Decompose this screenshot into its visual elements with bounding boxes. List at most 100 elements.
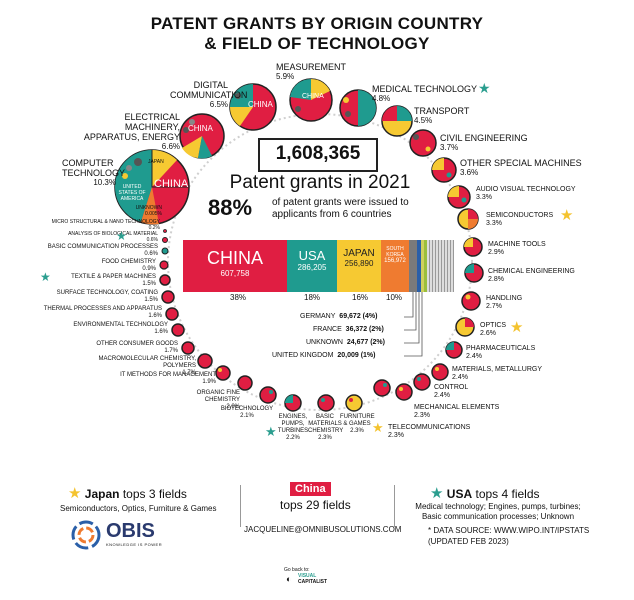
china-pct: 38%: [230, 293, 247, 302]
computer-technology-bubble: [114, 149, 190, 225]
usa-pct: 18%: [304, 293, 321, 302]
mechanical-elements-bubble: [395, 383, 413, 401]
machine-tools-bubble: [463, 237, 483, 257]
korea-pct: 10%: [386, 293, 403, 302]
biotechnology-bubble: [259, 386, 277, 404]
field-basiccomm: BASIC COMMUNICATION PROCESSES 0.6%: [47, 244, 158, 257]
total-grants: 1,608,365: [258, 138, 378, 172]
field-surface: SURFACE TECHNOLOGY, COATING 1.5%: [56, 290, 158, 303]
pharmaceuticals-bubble: [445, 341, 463, 359]
consumer-goods-bubble: [181, 341, 195, 355]
subtitle: Patent grants in 2021: [229, 172, 411, 193]
japan-top-star-icon: ★: [560, 207, 574, 224]
it-methods-bubble: [215, 365, 231, 381]
visual-capitalist-link[interactable]: VISUAL CAPITALIST: [298, 573, 328, 585]
basic-comm-bubble: [161, 247, 169, 255]
field-food: FOOD CHEMISTRY 0.9%: [101, 259, 156, 272]
stat-text: of patent grants were issued to applican…: [272, 197, 409, 220]
digital-china-label: CHINA: [248, 100, 273, 109]
audio-visual-bubble: [447, 185, 471, 209]
usa-top-star-icon: ★: [265, 424, 277, 439]
usa-detail: Medical technology; Engines, pumps, turb…: [415, 502, 581, 521]
field-organic: ORGANIC FINE CHEMISTRY 2.0%: [196, 390, 240, 410]
field-machine: MACHINE TOOLS 2.9%: [488, 241, 546, 256]
other-france: FRANCE 36,372 (2%): [313, 326, 384, 333]
micro-bubble: [163, 229, 167, 233]
field-basicmat: BASIC MATERIALS CHEMISTRY 2.3%: [308, 414, 344, 441]
bar-segment-unknown: [421, 240, 424, 292]
digital-communication-bubble: [229, 83, 277, 131]
bar-segment-china: CHINA 607,758: [183, 240, 287, 292]
field-transport: TRANSPORT 4.5%: [414, 106, 470, 125]
japan-summary: ★ Japan tops 3 fields: [68, 485, 187, 502]
brand-name: OBIS: [106, 520, 155, 542]
field-control: CONTROL 2.4%: [434, 384, 469, 399]
field-analysis: ANALYSIS OF BIOLOGICAL MATERIAL 0.6%: [68, 231, 158, 243]
organic-bubble: [237, 375, 253, 391]
basic-materials-bubble: [317, 394, 335, 412]
semiconductors-bubble: [457, 208, 479, 230]
field-optics: OPTICS 2.6%: [480, 322, 507, 337]
divider: [240, 485, 241, 527]
japan-top-star-icon: ★: [372, 420, 384, 435]
field-pharma: PHARMACEUTICALS 2.4%: [466, 345, 536, 360]
special-machines-bubble: [431, 157, 457, 183]
contact-email[interactable]: JACQUELINE@OMNIBUSOLUTIONS.COM: [244, 525, 402, 534]
field-consumer: OTHER CONSUMER GOODS 1.7%: [96, 341, 178, 354]
field-engines: ENGINES, PUMPS, TURBINES 2.2%: [277, 414, 309, 441]
field-semi: SEMICONDUCTORS 3.3%: [486, 212, 554, 227]
computer-china-label: CHINA: [154, 178, 189, 190]
chemical-engineering-bubble: [464, 263, 484, 283]
measurement-china-label: CHINA: [302, 93, 324, 100]
usa-top-star-icon: ★: [116, 229, 127, 243]
data-source: * DATA SOURCE: WWW.WIPO.INT/IPSTATS (UPD…: [428, 526, 590, 546]
brand-tagline: KNOWLEDGE IS POWER: [106, 542, 163, 547]
thermal-bubble: [165, 307, 179, 321]
electrical-china-label: CHINA: [188, 124, 213, 133]
bar-segment-usa: USA 286,205: [287, 240, 337, 292]
title-line-1: PATENT GRANTS BY ORIGIN COUNTRY: [150, 14, 484, 33]
computer-japan-label: JAPAN: [148, 159, 164, 165]
field-thermal: THERMAL PROCESSES AND APPARATUS 1.6%: [43, 306, 162, 319]
obis-logo-icon: [71, 520, 101, 550]
japan-top-star-icon: ★: [510, 319, 524, 336]
telecommunications-bubble: [373, 379, 391, 397]
go-back-label: Go back to:: [284, 567, 310, 573]
star-icon: ★: [68, 485, 82, 502]
stat-percent: 88%: [208, 195, 253, 220]
textile-bubble: [159, 274, 171, 286]
control-bubble: [413, 373, 431, 391]
civil-bubble: [409, 129, 437, 157]
field-environ: ENVIRONMENTAL TECHNOLOGY 1.6%: [73, 322, 168, 335]
analysis-bubble: [162, 237, 168, 243]
other-unknown: UNKNOWN 24,677 (2%): [306, 339, 385, 346]
field-special: OTHER SPECIAL MACHINES 3.6%: [460, 158, 582, 177]
country-bar: CHINA 607,758 USA 286,205 JAPAN 256,890 SOU…: [183, 240, 454, 292]
divider: [394, 485, 395, 527]
materials-bubble: [431, 363, 449, 381]
field-unknown: UNKNOWN 0.005%: [135, 205, 162, 217]
field-chemeng: CHEMICAL ENGINEERING 2.8%: [488, 268, 575, 283]
bar-segment-korea: SOUTH KOREA 156,972: [381, 240, 409, 292]
field-telecom: TELECOMMUNICATIONS 2.3%: [388, 424, 471, 439]
field-mech: MECHANICAL ELEMENTS 2.3%: [414, 404, 500, 419]
furniture-bubble: [345, 394, 363, 412]
field-handling: HANDLING 2.7%: [486, 295, 523, 310]
field-furniture: FURNITURE & GAMES 2.3%: [340, 414, 375, 434]
food-bubble: [159, 260, 169, 270]
china-badge: China: [290, 482, 331, 496]
handling-bubble: [461, 291, 481, 311]
bar-segment-germany: [409, 240, 417, 292]
visual-capitalist-logo-icon: ◐: [286, 574, 292, 584]
bar-segment-france: [417, 240, 421, 292]
usa-summary: ★ USA tops 4 fields: [430, 485, 540, 502]
field-civil: CIVIL ENGINEERING 3.7%: [440, 133, 528, 152]
electrical-bubble: [179, 113, 225, 159]
field-audio: AUDIO VISUAL TECHNOLOGY 3.3%: [476, 186, 576, 201]
field-computer: COMPUTER TECHNOLOGY 10.3%: [62, 158, 126, 187]
bar-segment-rest: [427, 240, 454, 292]
usa-top-star-icon: ★: [478, 80, 491, 96]
other-uk: UNITED KINGDOM 20,009 (1%): [272, 352, 376, 359]
bar-segment-japan: JAPAN 256,890: [337, 240, 381, 292]
